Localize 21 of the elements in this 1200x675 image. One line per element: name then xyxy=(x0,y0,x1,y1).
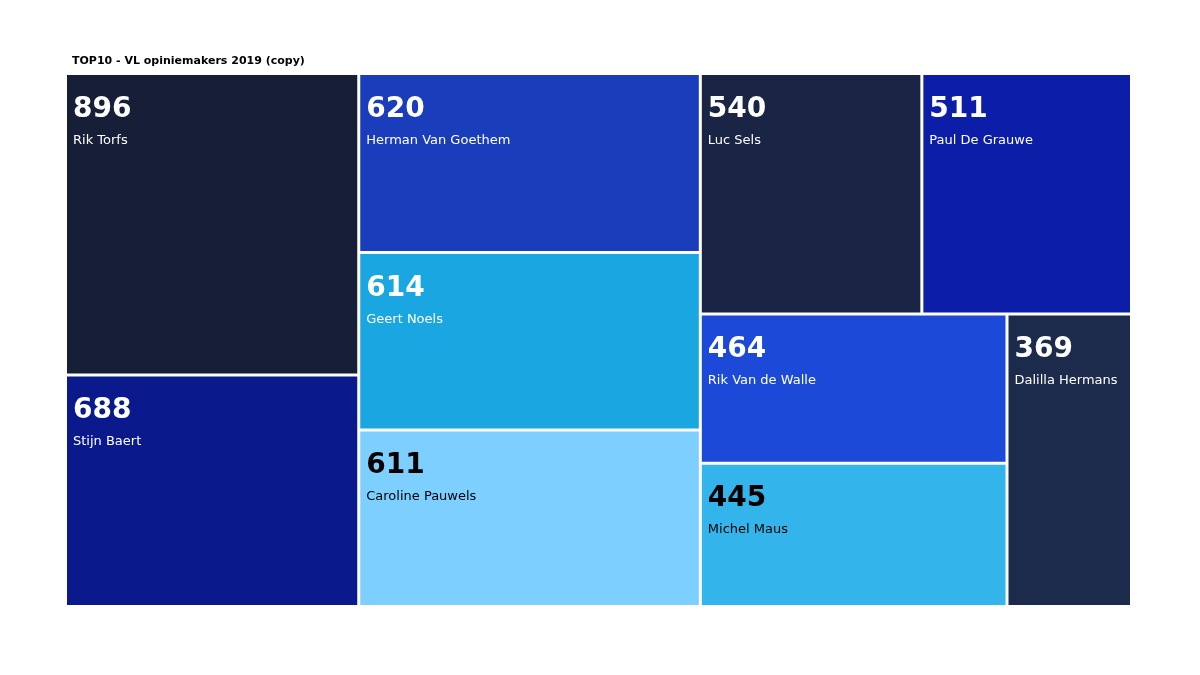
category-label: Stijn Baert xyxy=(73,432,142,448)
data-label: 614 xyxy=(366,269,425,303)
category-label: Rik Torfs xyxy=(73,131,128,147)
data-label: 464 xyxy=(707,331,767,365)
data-label: 620 xyxy=(366,90,425,124)
data-label: 540 xyxy=(707,90,767,124)
category-label: Rik Van de Walle xyxy=(707,372,816,388)
data-label: 445 xyxy=(707,480,767,514)
text: TOP10 - VL opiniemakers 2019 (copy) xyxy=(72,54,305,67)
data-label: 896 xyxy=(73,90,132,124)
data-label: 511 xyxy=(929,90,988,124)
category-label: Geert Noels xyxy=(366,310,444,326)
category-label: Dalilla Hermans xyxy=(1014,372,1118,388)
category-label: Michel Maus xyxy=(707,521,789,537)
category-label: Caroline Pauwels xyxy=(366,487,477,503)
data-label: 369 xyxy=(1014,331,1073,365)
data-label: 611 xyxy=(366,446,425,480)
category-label: Herman Van Goethem xyxy=(366,131,511,147)
category-label: Luc Sels xyxy=(707,131,762,147)
data-label: 688 xyxy=(73,391,132,425)
category-label: Paul De Grauwe xyxy=(929,131,1033,147)
